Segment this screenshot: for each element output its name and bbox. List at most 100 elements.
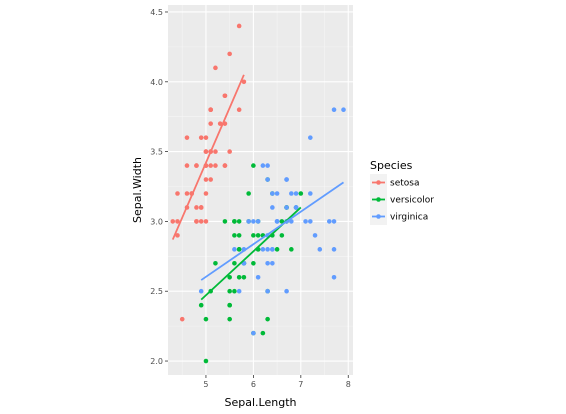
data-point-virginica xyxy=(274,191,280,196)
data-point-setosa xyxy=(227,51,232,57)
data-point-virginica xyxy=(303,219,308,224)
data-point-virginica xyxy=(255,274,261,280)
data-point-versicolor xyxy=(203,316,209,322)
data-point-versicolor xyxy=(232,219,237,224)
data-point-setosa xyxy=(213,163,218,168)
data-point-versicolor xyxy=(241,274,247,280)
data-point-virginica xyxy=(236,288,242,294)
data-point-setosa xyxy=(203,219,209,224)
data-point-virginica xyxy=(284,205,289,210)
data-point-virginica xyxy=(293,205,299,210)
data-point-virginica xyxy=(308,219,313,224)
data-point-setosa xyxy=(208,177,213,182)
data-point-setosa xyxy=(194,219,199,224)
x-tick-label: 5 xyxy=(203,380,208,389)
y-tick-label: 4.5 xyxy=(150,8,163,17)
legend-key-point-versicolor xyxy=(376,197,381,202)
data-point-setosa xyxy=(203,177,209,182)
data-point-versicolor xyxy=(260,330,266,336)
data-point-versicolor xyxy=(227,274,232,280)
data-point-versicolor xyxy=(203,358,209,364)
data-point-setosa xyxy=(194,163,199,168)
data-point-setosa xyxy=(184,191,190,196)
major-gridlines xyxy=(168,5,353,375)
data-point-setosa xyxy=(170,219,176,224)
data-point-virginica xyxy=(331,247,337,252)
y-tick-label: 4.0 xyxy=(150,78,163,87)
data-point-setosa xyxy=(203,191,209,196)
data-point-virginica xyxy=(331,107,337,113)
data-point-setosa xyxy=(175,219,180,224)
data-point-setosa xyxy=(194,205,199,210)
data-point-virginica xyxy=(284,177,289,182)
data-point-virginica xyxy=(270,247,275,252)
data-point-versicolor xyxy=(255,233,261,238)
data-point-setosa xyxy=(236,23,242,29)
data-point-setosa xyxy=(208,121,213,126)
data-point-virginica xyxy=(246,219,251,224)
data-point-virginica xyxy=(274,219,280,224)
trend-line-setosa xyxy=(171,74,245,240)
legend-key-point-virginica xyxy=(376,214,381,219)
data-point-setosa xyxy=(198,135,204,140)
legend-label-versicolor: versicolor xyxy=(390,196,434,206)
x-axis-title: Sepal.Length xyxy=(225,396,297,409)
data-point-virginica xyxy=(232,247,237,252)
data-point-virginica xyxy=(265,261,270,266)
data-point-versicolor xyxy=(232,261,237,266)
data-point-setosa xyxy=(236,107,242,113)
data-point-versicolor xyxy=(246,191,251,196)
data-point-versicolor xyxy=(251,233,256,238)
data-point-virginica xyxy=(293,191,299,196)
data-point-setosa xyxy=(179,316,185,322)
data-point-virginica xyxy=(265,288,270,294)
x-tick-label: 7 xyxy=(298,380,303,389)
data-point-setosa xyxy=(227,149,232,154)
data-point-versicolor xyxy=(298,191,304,196)
data-point-virginica xyxy=(265,247,270,252)
data-point-setosa xyxy=(213,149,218,154)
data-point-virginica xyxy=(251,330,256,336)
trend-lines xyxy=(171,74,345,301)
panel-background xyxy=(168,5,353,375)
data-point-setosa xyxy=(208,107,213,113)
data-point-versicolor xyxy=(232,288,237,294)
data-point-versicolor xyxy=(289,247,294,252)
data-point-versicolor xyxy=(227,302,232,308)
data-point-setosa xyxy=(208,163,213,168)
data-point-virginica xyxy=(270,205,275,210)
data-point-setosa xyxy=(175,233,180,238)
data-point-virginica xyxy=(260,163,266,168)
y-tick-label: 2.0 xyxy=(150,357,163,366)
data-point-virginica xyxy=(308,135,313,140)
legend-key-point-setosa xyxy=(376,180,381,185)
y-tick-label: 3.5 xyxy=(150,148,163,157)
data-point-virginica xyxy=(260,247,266,252)
data-point-setosa xyxy=(198,205,204,210)
data-point-virginica xyxy=(284,288,289,294)
data-point-versicolor xyxy=(279,219,285,224)
data-point-virginica xyxy=(331,274,337,280)
data-point-virginica xyxy=(289,191,294,196)
x-axis-ticks: 5 6 7 8 xyxy=(203,375,351,389)
data-point-versicolor xyxy=(213,261,218,266)
legend-title: Species xyxy=(370,159,413,172)
data-point-virginica xyxy=(251,219,256,224)
data-point-virginica xyxy=(308,191,313,196)
data-point-virginica xyxy=(317,247,323,252)
data-point-versicolor xyxy=(222,219,228,224)
data-point-versicolor xyxy=(227,316,232,322)
data-point-setosa xyxy=(222,163,228,168)
data-point-setosa xyxy=(184,135,190,140)
data-point-versicolor xyxy=(227,288,232,294)
data-point-setosa xyxy=(198,219,204,224)
data-point-setosa xyxy=(175,191,180,196)
data-point-versicolor xyxy=(274,247,280,252)
data-point-virginica xyxy=(341,107,346,113)
data-point-versicolor xyxy=(265,316,270,322)
data-point-setosa xyxy=(203,149,209,154)
data-point-virginica xyxy=(270,261,275,266)
data-point-virginica xyxy=(312,233,318,238)
data-point-versicolor xyxy=(279,233,285,238)
